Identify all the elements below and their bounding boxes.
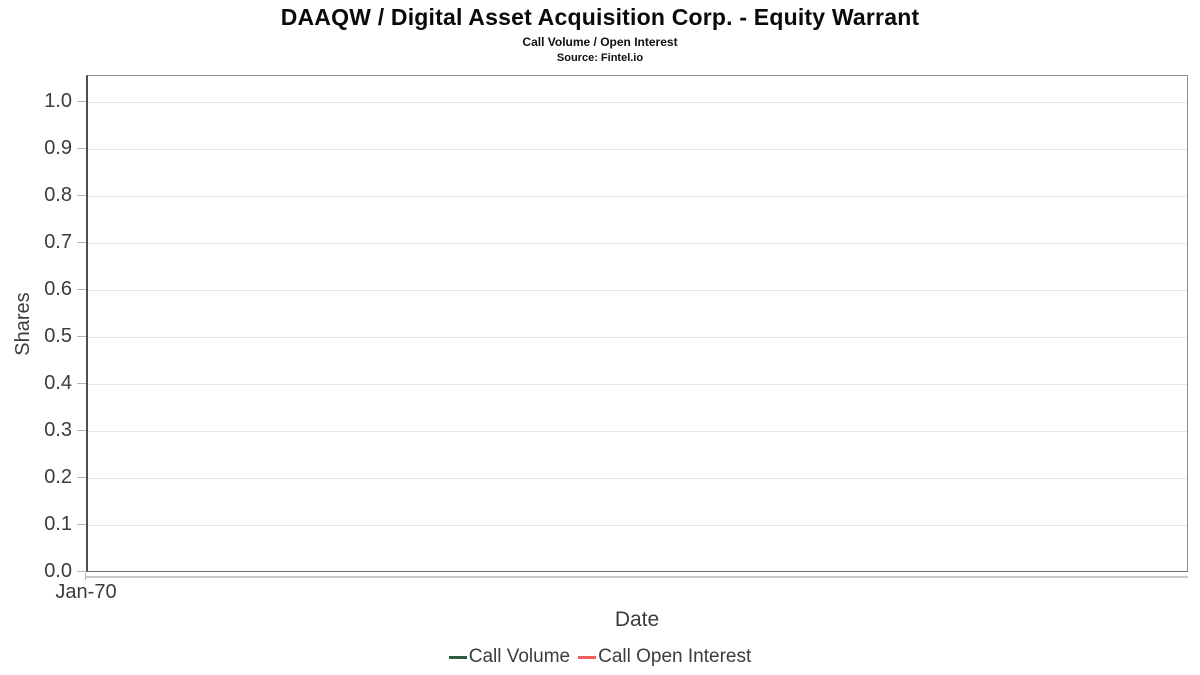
chart-source: Source: Fintel.io <box>556 52 644 64</box>
y-tick-mark <box>77 101 86 102</box>
legend-label: Call Open Interest <box>598 646 752 667</box>
y-tick-mark <box>77 383 86 384</box>
y-tick-label: 0.1 <box>44 513 72 535</box>
gridline <box>88 290 1187 291</box>
x-tick-mark <box>85 573 86 580</box>
gridline <box>88 478 1187 479</box>
x-axis-line <box>86 576 1188 578</box>
plot-area <box>86 75 1188 572</box>
gridline <box>88 196 1187 197</box>
chart-subtitle: Call Volume / Open Interest <box>522 35 678 49</box>
y-tick-mark <box>77 524 86 525</box>
legend-item-call-volume[interactable]: Call Volume <box>448 646 571 668</box>
gridline <box>88 149 1187 150</box>
legend-item-call-open-interest[interactable]: Call Open Interest <box>578 646 751 668</box>
y-tick-mark <box>77 477 86 478</box>
y-tick-mark <box>77 195 86 196</box>
y-tick-mark <box>77 336 86 337</box>
y-tick-label: 0.8 <box>44 184 72 206</box>
y-tick-label: 1.0 <box>44 90 72 112</box>
y-tick-label: 0.0 <box>44 560 72 582</box>
gridline <box>88 243 1187 244</box>
chart-title: DAAQW / Digital Asset Acquisition Corp. … <box>280 4 920 30</box>
legend-line-icon <box>448 655 467 659</box>
legend: Call Volume Call Open Interest <box>0 646 1200 668</box>
y-tick-mark <box>77 430 86 431</box>
y-tick-label: 0.6 <box>44 278 72 300</box>
gridline <box>88 525 1187 526</box>
gridline <box>88 431 1187 432</box>
y-tick-label: 0.9 <box>44 137 72 159</box>
legend-label: Call Volume <box>468 646 571 667</box>
y-tick-label: 0.2 <box>44 466 72 488</box>
y-tick-label: 0.7 <box>44 231 72 253</box>
y-tick-label: 0.3 <box>44 419 72 441</box>
gridline <box>88 337 1187 338</box>
y-tick-mark <box>77 242 86 243</box>
y-tick-mark <box>77 571 86 572</box>
gridline <box>88 384 1187 385</box>
x-tick-label: Jan-70 <box>55 581 117 603</box>
y-tick-mark <box>77 148 86 149</box>
legend-line-icon <box>578 655 597 659</box>
gridline <box>88 102 1187 103</box>
y-tick-mark <box>77 289 86 290</box>
y-tick-label: 0.5 <box>44 325 72 347</box>
y-tick-label: 0.4 <box>44 372 72 394</box>
x-axis-title: Date <box>614 608 660 631</box>
